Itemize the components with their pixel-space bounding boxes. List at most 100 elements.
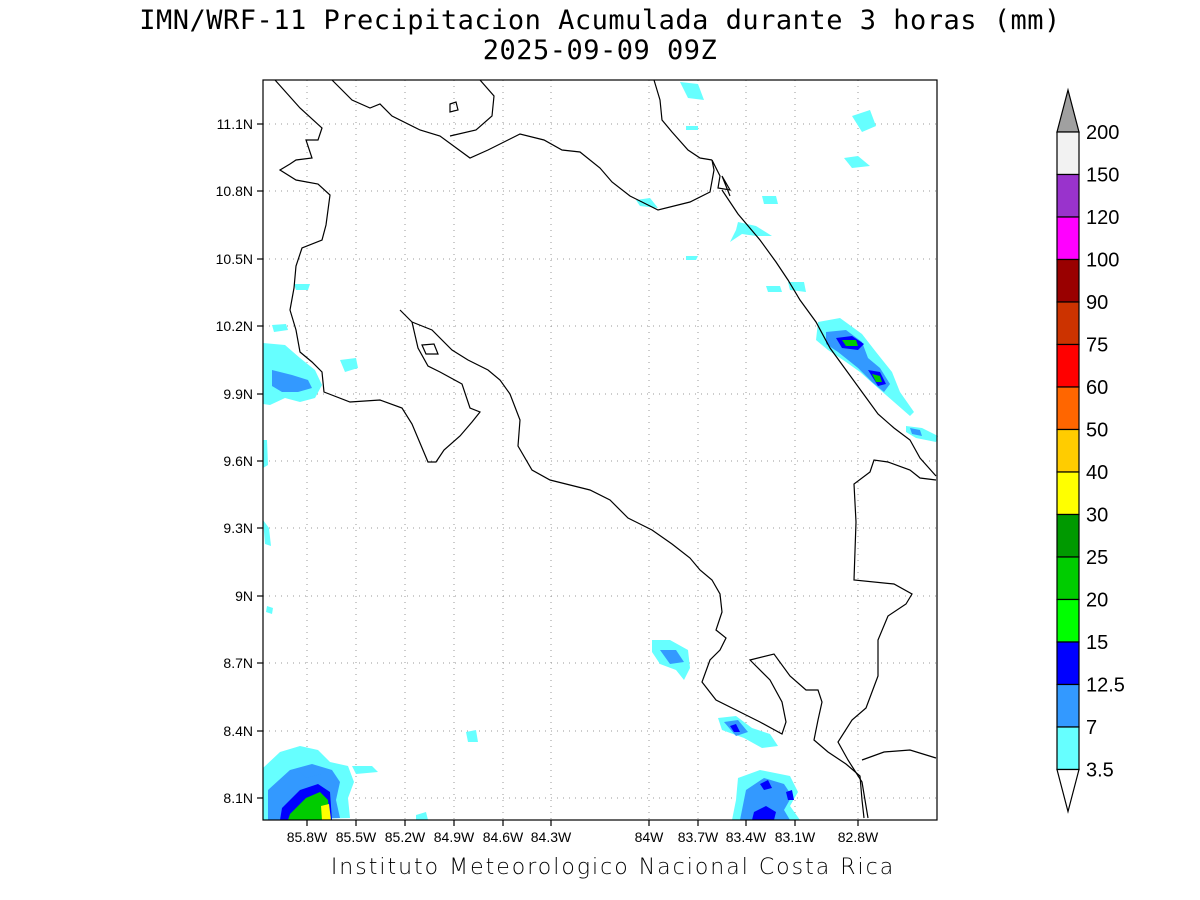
border-line [721,189,937,477]
precip-area-cyan [852,110,876,132]
precip-area-cyan [686,256,698,260]
precip-area-cyan [788,282,806,292]
precip-area-cyan [762,196,778,204]
map-frame [262,79,938,821]
lon-label: 83.1W [775,829,816,845]
precip-area-cyan [272,324,288,332]
border-line [274,79,481,463]
lat-label: 9.9N [223,386,253,402]
map-title: IMN/WRF-11 Precipitacion Acumulada duran… [139,5,1061,36]
colorbar-label: 90 [1086,292,1108,314]
precip-area-blue [730,724,740,732]
colorbar-label: 3.5 [1086,760,1114,782]
lat-label: 11.1N [217,116,253,132]
border-line [449,79,495,137]
lon-label: 83.7W [678,829,719,845]
lon-label: 84.6W [483,829,524,845]
precip-area-lightblue [272,370,312,392]
map-datetime: 2025-09-09 09Z [482,35,718,66]
border-line [421,343,439,355]
lat-label: 10.8N [216,183,253,199]
colorbar-swatch [1056,216,1080,261]
precip-area-green [288,792,330,820]
colorbar-label: 40 [1086,462,1108,484]
precip-area-cyan [352,766,378,774]
precip-area-cyan [766,286,782,292]
lat-label: 9N [235,588,253,604]
lon-label: 85.2W [385,829,426,845]
colorbar-label: 100 [1086,250,1119,272]
precip-area-blue [760,780,772,790]
lon-label: 85.5W [336,829,377,845]
precip-area-yellow [321,804,331,820]
colorbar-swatch [1056,343,1080,388]
colorbar-swatch [1056,301,1080,346]
colorbar-label: 50 [1086,420,1108,442]
colorbar-label: 200 [1086,122,1119,144]
colorbar-label: 25 [1086,547,1108,569]
colorbar-swatch [1056,726,1080,771]
precip-area-green [872,374,882,382]
border-line [711,159,732,197]
longitude-labels: 85.8W 85.5W 85.2W 84.9W 84.6W 84.3W 84W 83.7W 83… [287,829,879,845]
lat-label: 8.7N [223,655,253,671]
colorbar-label: 60 [1086,377,1108,399]
precip-area-cyan [263,343,322,405]
colorbar-bottom-arrow [1056,768,1080,814]
colorbar-swatch [1056,556,1080,601]
colorbar-label: 75 [1086,335,1108,357]
lat-label: 9.6N [223,453,253,469]
colorbar-swatch [1056,428,1080,473]
colorbar-swatch [1056,598,1080,643]
border-line [411,321,865,819]
colorbar-swatch [1056,513,1080,558]
footer-credit: Instituto Meteorologico Nacional Costa R… [330,855,896,880]
colorbar-label: 120 [1086,207,1119,229]
map-grid [263,80,937,820]
precip-area-cyan [730,222,772,242]
colorbar-swatch [1056,258,1080,303]
precip-area-cyan [340,358,358,372]
precip-area-cyan [686,126,698,130]
precip-area-cyan [844,156,870,168]
precip-area-cyan [263,520,271,546]
precip-area-cyan [636,198,658,208]
precip-area-green [842,340,858,346]
lon-label: 82.8W [838,829,879,845]
precipitation-field [263,82,938,820]
precip-area-lightblue [910,428,922,436]
lat-label: 9.3N [223,520,253,536]
colorbar-swatch [1056,471,1080,516]
precip-area-lightblue [298,766,322,778]
lon-label: 83.4W [726,829,767,845]
colorbar-label: 12.5 [1086,675,1125,697]
colorbar-legend: 200 150 120 100 90 75 60 50 40 30 25 20 15 12.5 7 3.5 [1056,87,1125,814]
lat-label: 8.1N [223,790,253,806]
precip-area-cyan [294,284,310,290]
latitude-labels: 11.1N 10.8N 10.5N 10.2N 9.9N 9.6N 9.3N 9N 8.7N 8.… [216,116,253,806]
coastline-borders [274,79,937,819]
border-line [653,79,713,161]
colorbar-label: 7 [1086,717,1097,739]
colorbar-swatch [1056,386,1080,431]
border-line [449,101,459,113]
lon-label: 84.3W [531,829,572,845]
precip-area-blue [786,790,794,800]
colorbar-label: 30 [1086,505,1108,527]
lon-label: 85.8W [287,829,328,845]
lat-label: 10.2N [216,318,253,334]
precip-area-cyan [680,82,704,100]
colorbar-top-arrow [1056,87,1080,133]
colorbar-swatch [1056,131,1080,176]
colorbar-swatch [1056,173,1080,218]
precip-area-cyan [466,730,478,742]
border-line [861,749,937,761]
lat-label: 8.4N [223,723,253,739]
colorbar-swatch [1056,641,1080,686]
precip-area-cyan [263,440,268,468]
lon-label: 84.9W [434,829,475,845]
colorbar-label: 20 [1086,590,1108,612]
colorbar-label: 15 [1086,632,1108,654]
colorbar-swatch [1056,683,1080,728]
